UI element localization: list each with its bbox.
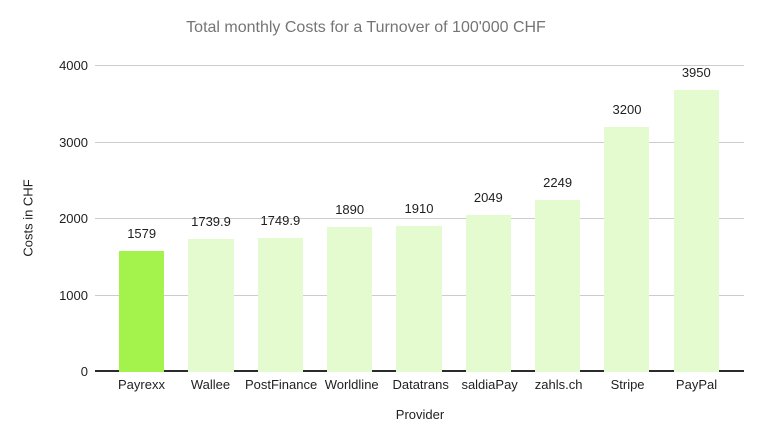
bar-column: 1910 [384, 65, 453, 372]
bar[interactable] [604, 127, 650, 372]
y-tick-label: 4000 [59, 58, 88, 73]
bar-column: 3950 [662, 65, 731, 372]
bar[interactable] [673, 90, 719, 372]
plot-area: 1579 1739.9 1749.9 1890 1910 2049 2249 3… [95, 65, 744, 372]
bar-value-label: 1749.9 [260, 213, 301, 228]
bar[interactable] [119, 251, 165, 372]
bar[interactable] [396, 226, 442, 372]
bar-column: 1579 [107, 65, 176, 372]
category-label: PostFinance [244, 377, 318, 392]
bar-column: 2249 [523, 65, 592, 372]
bar-column: 1749.9 [246, 65, 315, 372]
y-axis-title: Costs in CHF [20, 179, 36, 257]
bar-value-label: 3200 [612, 102, 642, 117]
category-label: Wallee [190, 377, 231, 392]
bar-value-label: 1739.9 [191, 214, 231, 229]
y-tick-label: 3000 [59, 134, 88, 150]
bar-value-label: 1579 [127, 226, 157, 241]
category-label: zahls.ch [534, 377, 583, 392]
bar[interactable] [188, 239, 234, 372]
bar-value-label: 3950 [681, 65, 711, 80]
bar[interactable] [257, 238, 303, 372]
gridline [95, 141, 744, 143]
bar-column: 1739.9 [176, 65, 245, 372]
y-tick-label: 1000 [59, 287, 88, 303]
category-label: Datatrans [392, 377, 449, 392]
bar-value-label: 1890 [335, 202, 365, 217]
category-label: saldiaPay [461, 377, 518, 392]
y-tick-label: 2000 [59, 211, 88, 226]
chart-title: Total monthly Costs for a Turnover of 10… [186, 19, 546, 36]
bar[interactable] [465, 215, 511, 372]
gridline [95, 65, 744, 66]
bars-row: 1579 1739.9 1749.9 1890 1910 2049 2249 3… [107, 65, 731, 372]
bar-column: 1890 [315, 65, 384, 372]
bar-value-label: 1910 [404, 201, 434, 216]
bar[interactable] [327, 227, 373, 372]
bar-column: 3200 [592, 65, 661, 372]
bar-value-label: 2249 [543, 175, 573, 190]
bar[interactable] [535, 200, 581, 372]
category-label: PayPal [675, 377, 718, 392]
category-label: Payrexx [118, 377, 165, 392]
bar-column: 2049 [454, 65, 523, 372]
category-labels-row: Payrexx Wallee PostFinance Worldline Datatra… [107, 377, 731, 392]
gridline [95, 218, 744, 219]
category-label: Worldline [324, 377, 379, 392]
x-axis-title: Provider [395, 407, 445, 422]
bar-value-label: 2049 [473, 190, 503, 205]
y-tick-label: 0 [80, 364, 88, 379]
category-label: Stripe [610, 377, 645, 392]
